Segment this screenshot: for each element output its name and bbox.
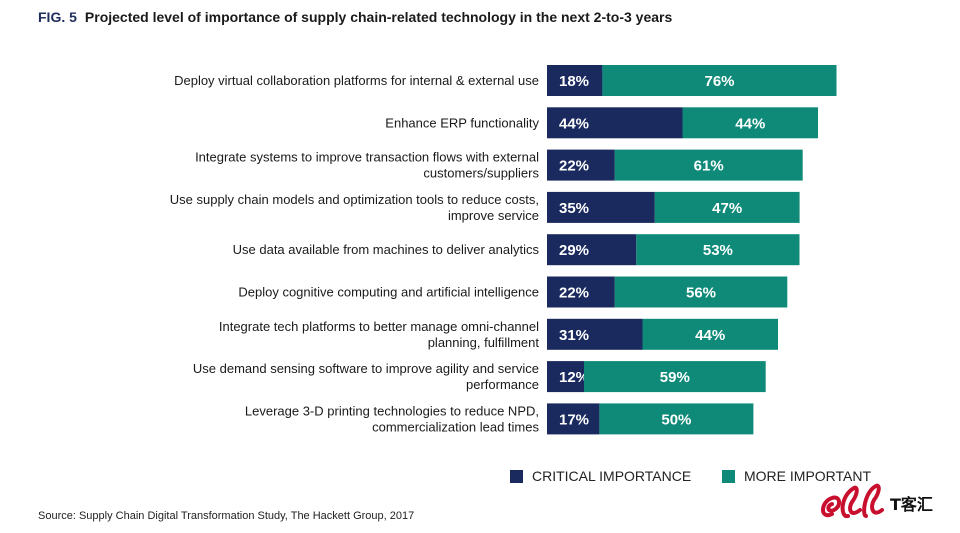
bar-more-important — [642, 318, 778, 350]
bar-critical — [547, 234, 637, 266]
legend-item-critical: CRITICAL IMPORTANCE — [510, 468, 691, 484]
data-label-more-important: 50% — [661, 411, 691, 428]
category-label: Deploy virtual collaboration platforms f… — [174, 73, 539, 88]
bar-more-important — [614, 149, 803, 181]
category-label: Deploy cognitive computing and artificia… — [238, 285, 539, 300]
category-label-line: Integrate systems to improve transaction… — [195, 150, 539, 165]
data-label-critical: 12% — [559, 369, 589, 386]
category-label: Use data available from machines to deli… — [233, 242, 540, 257]
bar-critical — [547, 107, 683, 139]
category-label-line: Use supply chain models and optimization… — [170, 192, 539, 207]
data-label-critical: 17% — [559, 411, 589, 428]
category-label-line: Deploy cognitive computing and artificia… — [238, 285, 539, 300]
category-label: Integrate systems to improve transaction… — [195, 150, 539, 181]
data-label-more-important: 53% — [703, 242, 733, 259]
category-label: Use demand sensing software to improve a… — [193, 361, 539, 392]
data-label-more-important: 44% — [735, 115, 765, 132]
category-label: Integrate tech platforms to better manag… — [219, 319, 540, 350]
category-label-line: Integrate tech platforms to better manag… — [219, 319, 539, 334]
category-label-line: Leverage 3-D printing technologies to re… — [245, 403, 539, 418]
category-label-line: Deploy virtual collaboration platforms f… — [174, 73, 539, 88]
bar-more-important — [654, 191, 800, 223]
watermark-text: T客汇 — [890, 495, 933, 514]
data-label-critical: 22% — [559, 285, 589, 302]
legend-label-more-important: MORE IMPORTANT — [744, 468, 872, 484]
category-label-line: Use data available from machines to deli… — [233, 242, 540, 257]
category-label-line: customers/suppliers — [423, 166, 539, 181]
bar-critical — [547, 403, 600, 435]
category-label-line: commercialization lead times — [372, 419, 539, 434]
category-label-line: performance — [466, 377, 539, 392]
chart-title: FIG. 5 Projected level of importance of s… — [38, 9, 672, 25]
bar-more-important — [636, 234, 800, 266]
source-note: Source: Supply Chain Digital Transformat… — [38, 510, 415, 522]
bar-critical — [547, 191, 655, 223]
data-label-critical: 31% — [559, 327, 589, 344]
legend-label-critical: CRITICAL IMPORTANCE — [532, 468, 692, 484]
title-text: Projected level of importance of supply … — [84, 9, 673, 25]
data-label-critical: 44% — [559, 115, 589, 132]
bar-critical — [547, 65, 603, 96]
data-label-critical: 22% — [559, 158, 589, 175]
category-label: Leverage 3-D printing technologies to re… — [245, 403, 540, 434]
data-label-critical: 18% — [559, 73, 589, 90]
legend-swatch-critical — [510, 469, 523, 483]
bar-more-important — [614, 276, 788, 308]
data-label-more-important: 76% — [704, 73, 734, 90]
bar-more-important — [584, 361, 766, 393]
legend-swatch-more-important — [722, 469, 735, 483]
bar-critical — [547, 276, 615, 308]
bar-more-important — [599, 403, 754, 435]
bar-more-important — [602, 65, 837, 96]
data-label-critical: 35% — [559, 200, 589, 217]
category-label-line: improve service — [448, 208, 539, 223]
data-label-more-important: 47% — [712, 200, 742, 217]
bar-critical — [547, 318, 643, 350]
category-label: Enhance ERP functionality — [385, 115, 539, 130]
legend-item-more-important: MORE IMPORTANT — [722, 468, 871, 484]
category-label-line: Use demand sensing software to improve a… — [193, 361, 539, 376]
category-label-line: Enhance ERP functionality — [385, 115, 539, 130]
bar-more-important — [682, 107, 818, 139]
category-label: Use supply chain models and optimization… — [170, 192, 539, 223]
data-label-more-important: 44% — [695, 327, 725, 344]
bar-critical — [547, 361, 584, 393]
data-label-more-important: 56% — [686, 285, 716, 302]
bar-critical — [547, 149, 615, 181]
category-label-line: planning, fulfillment — [428, 335, 540, 350]
stacked-bar-chart: Deploy virtual collaboration platforms f… — [170, 65, 837, 435]
t-kehui-logo-icon: T客汇 — [821, 483, 933, 518]
figure-number: FIG. 5 — [38, 9, 77, 25]
data-label-more-important: 61% — [694, 158, 724, 175]
data-label-more-important: 59% — [660, 369, 690, 386]
data-label-critical: 29% — [559, 242, 589, 259]
